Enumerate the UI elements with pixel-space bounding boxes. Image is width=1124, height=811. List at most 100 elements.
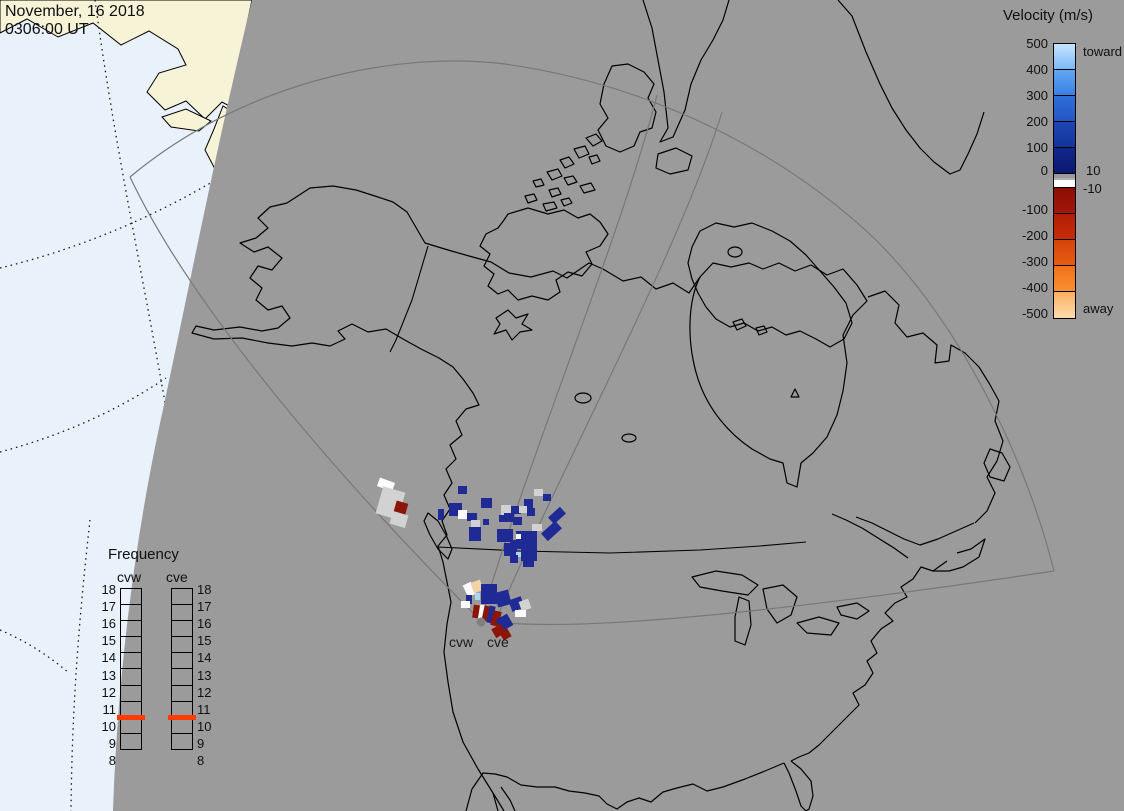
frequency-tick: 17 bbox=[101, 599, 116, 615]
frequency-cell bbox=[120, 620, 142, 638]
frequency-tick: 11 bbox=[197, 701, 211, 717]
echo-rect bbox=[510, 555, 518, 563]
frequency-tick: 8 bbox=[108, 753, 116, 768]
frequency-cell bbox=[171, 588, 193, 606]
echo-rect bbox=[516, 534, 521, 539]
frequency-tick: 15 bbox=[197, 633, 212, 649]
colorbar-segment bbox=[1054, 266, 1075, 292]
velocity-colorbar bbox=[1053, 43, 1076, 319]
echo-rect bbox=[494, 589, 512, 608]
echo-rect bbox=[527, 508, 535, 516]
frequency-tick: 10 bbox=[197, 718, 212, 734]
zero-lower-label: -10 bbox=[1083, 181, 1102, 196]
echo-rect bbox=[438, 509, 444, 520]
border-141w bbox=[389, 245, 429, 353]
frequency-cell bbox=[120, 652, 142, 670]
frequency-cell bbox=[120, 684, 142, 702]
velocity-tick: 300 bbox=[1026, 88, 1048, 103]
frequency-cell bbox=[171, 652, 193, 670]
echo-rect bbox=[483, 519, 489, 525]
frequency-tick: 18 bbox=[197, 582, 212, 597]
echo-rect bbox=[521, 548, 537, 561]
colorbar-segment bbox=[1054, 70, 1075, 96]
colorbar-segment bbox=[1054, 96, 1075, 122]
radar-label-cvw: cvw bbox=[449, 634, 474, 650]
frequency-cell bbox=[120, 668, 142, 686]
frequency-tick: 13 bbox=[197, 667, 212, 683]
frequency-cell bbox=[120, 732, 142, 750]
echo-rect bbox=[477, 604, 486, 621]
frequency-tick: 9 bbox=[108, 735, 116, 751]
echo-rect bbox=[504, 513, 514, 522]
echo-rect bbox=[481, 584, 497, 604]
fov-east-edge bbox=[495, 570, 1055, 626]
echo-rect bbox=[466, 595, 472, 604]
frequency-tick: 9 bbox=[197, 735, 205, 751]
fov-outer-arc bbox=[129, 60, 1055, 572]
echo-rect bbox=[515, 610, 526, 617]
echo-rect bbox=[475, 593, 480, 600]
echo-rect bbox=[469, 527, 481, 541]
echo-rect bbox=[511, 506, 521, 514]
time-label: 0306:00 UT bbox=[5, 21, 89, 38]
frequency-cell bbox=[171, 668, 193, 686]
nightside-shading bbox=[113, 0, 1124, 811]
frequency-tick: 17 bbox=[197, 599, 212, 615]
frequency-tick: 14 bbox=[197, 650, 212, 666]
frequency-cell bbox=[171, 604, 193, 622]
echo-rect bbox=[376, 477, 396, 492]
frequency-legend-title: Frequency bbox=[108, 546, 179, 563]
frequency-marker bbox=[168, 714, 196, 720]
colorbar-zero-band bbox=[1054, 178, 1075, 188]
frequency-tick: 12 bbox=[197, 684, 212, 700]
echo-rect bbox=[508, 596, 525, 612]
velocity-tick: 100 bbox=[1026, 140, 1048, 155]
colorbar-segment bbox=[1054, 188, 1075, 214]
frequency-tick: 15 bbox=[101, 633, 116, 649]
frequency-tick: 18 bbox=[101, 582, 116, 597]
colorbar-segment bbox=[1054, 44, 1075, 70]
echo-rect bbox=[499, 628, 512, 641]
echo-rect bbox=[534, 489, 543, 496]
velocity-tick: 0 bbox=[1040, 163, 1048, 178]
colorbar-segment bbox=[1054, 214, 1075, 240]
frequency-tick: 11 bbox=[102, 701, 117, 717]
zero-upper-label: 10 bbox=[1086, 163, 1101, 178]
echo-rect bbox=[523, 559, 534, 567]
frequency-tick: 8 bbox=[197, 753, 205, 768]
echo-rect bbox=[504, 543, 517, 556]
graticule-dotted-lines bbox=[0, 0, 233, 811]
frequency-cell bbox=[120, 588, 142, 606]
frequency-tick: 10 bbox=[101, 718, 116, 734]
echo-rect bbox=[393, 500, 409, 515]
coastline bbox=[191, 0, 1011, 811]
echo-rect bbox=[519, 506, 527, 513]
frequency-cell bbox=[171, 636, 193, 654]
echo-rect bbox=[518, 598, 532, 612]
timestamp-block: November, 16 2018 0306:00 UT bbox=[5, 3, 145, 39]
velocity-legend-title: Velocity (m/s) bbox=[1003, 7, 1094, 24]
echo-rect bbox=[461, 601, 470, 608]
velocity-tick: 500 bbox=[1026, 36, 1048, 51]
echo-rect bbox=[516, 531, 537, 549]
frequency-cell bbox=[171, 684, 193, 702]
echo-rect bbox=[486, 605, 496, 624]
frequency-tick: 16 bbox=[101, 616, 116, 632]
echo-rect bbox=[524, 499, 533, 508]
frequency-tick: 14 bbox=[101, 650, 116, 666]
frequency-tick: 12 bbox=[101, 684, 116, 700]
velocity-tick: 200 bbox=[1026, 114, 1048, 129]
radar-label-cve: cve bbox=[487, 634, 509, 650]
velocity-tick: 400 bbox=[1026, 62, 1048, 77]
frequency-bar-cvw bbox=[120, 588, 142, 750]
echo-rect bbox=[543, 494, 551, 501]
colorbar-segment bbox=[1054, 292, 1075, 318]
echo-rect bbox=[497, 529, 513, 542]
zero-band-line bbox=[1054, 178, 1075, 180]
echo-rect bbox=[458, 486, 467, 494]
colorbar-segment bbox=[1054, 148, 1075, 174]
echo-rect bbox=[501, 505, 511, 515]
echo-rect bbox=[499, 515, 508, 522]
